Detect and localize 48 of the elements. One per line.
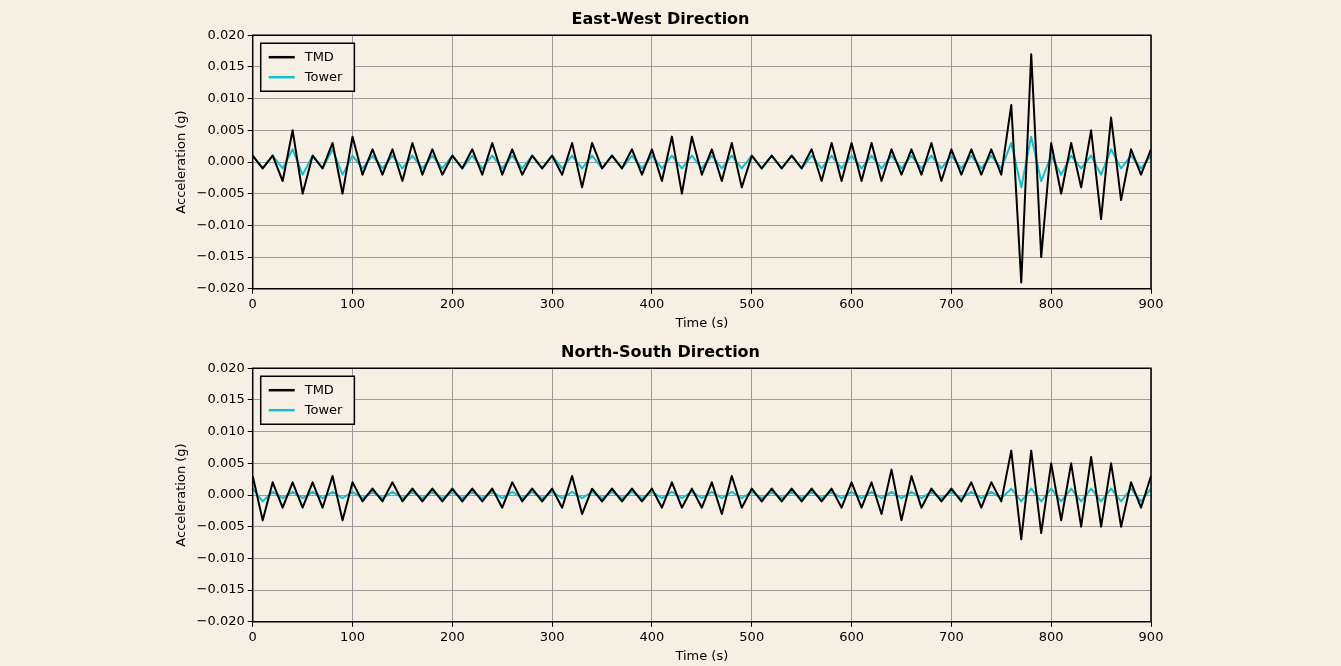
x-tick-label: 500 — [739, 295, 765, 311]
x-tick-label: 600 — [839, 628, 864, 644]
x-tick-label: 500 — [739, 628, 765, 644]
x-tick-label: 900 — [1138, 295, 1164, 311]
y-tick-label: −0.020 — [196, 280, 245, 296]
y-tick-label: 0.015 — [207, 391, 245, 407]
x-tick-label: 400 — [639, 295, 665, 311]
y-tick-label: −0.010 — [196, 549, 245, 565]
x-tick-label: 100 — [340, 628, 365, 644]
legend-label: Tower — [303, 401, 344, 417]
legend-label: Tower — [303, 68, 344, 84]
y-tick-label: 0.000 — [207, 486, 245, 502]
x-tick-label: 600 — [839, 295, 864, 311]
y-tick-label: −0.005 — [196, 518, 245, 534]
x-axis-title: Time (s) — [674, 314, 729, 330]
y-tick-label: 0.020 — [207, 26, 245, 42]
x-axis-title: Time (s) — [674, 647, 729, 663]
y-axis-title: Acceleration (g) — [173, 110, 189, 214]
y-tick-label: −0.015 — [196, 581, 245, 597]
y-tick-label: 0.005 — [207, 454, 245, 470]
x-tick-label: 100 — [340, 295, 365, 311]
y-tick-label: 0.010 — [207, 89, 245, 105]
x-tick-label: 0 — [248, 295, 257, 311]
y-tick-label: 0.005 — [207, 121, 245, 137]
x-tick-label: 900 — [1138, 628, 1164, 644]
y-tick-label: −0.020 — [196, 613, 245, 629]
chart-title: East-West Direction — [571, 8, 750, 28]
x-tick-label: 700 — [938, 628, 964, 644]
x-tick-label: 200 — [439, 295, 465, 311]
x-tick-label: 0 — [248, 628, 257, 644]
y-tick-label: −0.010 — [196, 216, 245, 232]
y-tick-label: −0.015 — [196, 248, 245, 264]
legend-label: TMD — [303, 48, 334, 64]
y-axis-title: Acceleration (g) — [173, 443, 189, 547]
y-tick-label: 0.020 — [207, 359, 245, 375]
x-tick-label: 800 — [1038, 295, 1064, 311]
x-tick-label: 700 — [938, 295, 964, 311]
x-tick-label: 800 — [1038, 628, 1064, 644]
x-tick-label: 300 — [539, 628, 565, 644]
y-tick-label: 0.015 — [207, 58, 245, 74]
x-tick-label: 300 — [539, 295, 565, 311]
y-tick-label: 0.000 — [207, 153, 245, 169]
x-tick-label: 200 — [439, 628, 465, 644]
y-tick-label: −0.005 — [196, 185, 245, 201]
chart-title: North-South Direction — [561, 341, 760, 361]
legend-label: TMD — [303, 381, 334, 397]
y-tick-label: 0.010 — [207, 422, 245, 438]
x-tick-label: 400 — [639, 628, 665, 644]
